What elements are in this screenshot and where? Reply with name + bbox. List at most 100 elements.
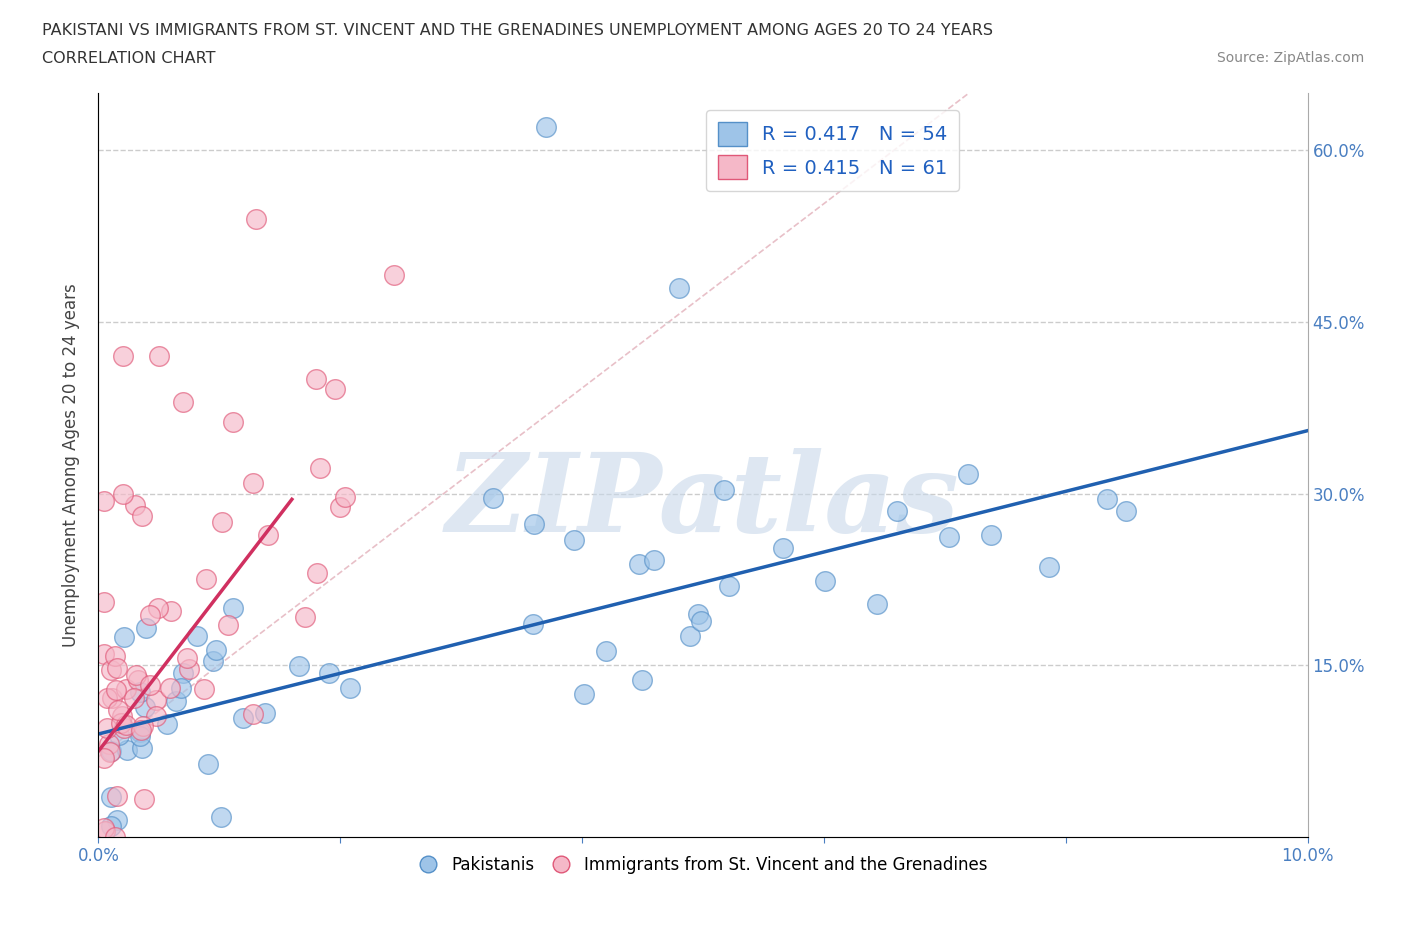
Point (186, 628, 208, 643)
Point (105, 682, 128, 697)
Point (125, 668, 148, 683)
Point (129, 685, 152, 700)
Point (713, 483, 735, 498)
Point (93, 595, 115, 610)
Text: PAKISTANI VS IMMIGRANTS FROM ST. VINCENT AND THE GRENADINES UNEMPLOYMENT AMONG A: PAKISTANI VS IMMIGRANTS FROM ST. VINCENT… (42, 23, 993, 38)
Point (172, 394, 194, 409)
Point (308, 460, 330, 475)
Point (134, 792, 156, 807)
Point (627, 556, 650, 571)
Point (288, 658, 311, 673)
Legend: Pakistanis, Immigrants from St. Vincent and the Grenadines: Pakistanis, Immigrants from St. Vincent … (412, 849, 994, 881)
Point (93, 494, 115, 509)
Point (110, 716, 132, 731)
Point (129, 729, 152, 744)
Point (176, 650, 198, 665)
Point (108, 728, 131, 743)
Point (523, 516, 546, 531)
Point (112, 630, 135, 644)
Point (562, 532, 585, 547)
Point (129, 724, 152, 739)
Point (165, 693, 187, 708)
Point (205, 643, 228, 658)
Point (329, 499, 352, 514)
Point (96, 690, 118, 705)
Point (94, 824, 117, 839)
Point (956, 466, 979, 481)
Point (115, 682, 138, 697)
Point (305, 566, 328, 581)
Point (172, 665, 194, 680)
Point (305, 372, 328, 387)
Point (686, 606, 709, 621)
Point (122, 691, 145, 706)
Point (201, 653, 224, 668)
Point (139, 607, 162, 622)
Point (107, 703, 129, 718)
Point (679, 629, 702, 644)
Point (866, 597, 889, 612)
Point (193, 681, 215, 696)
Point (96, 721, 118, 736)
Point (124, 498, 146, 512)
Point (1097, 491, 1119, 506)
Point (117, 743, 139, 758)
Point (131, 509, 153, 524)
Point (104, 648, 127, 663)
Point (148, 349, 170, 364)
Point (98, 744, 121, 759)
Point (772, 541, 794, 556)
Text: ZIPatlas: ZIPatlas (446, 448, 960, 556)
Point (595, 644, 617, 658)
Point (253, 706, 276, 721)
Point (294, 610, 316, 625)
Point (105, 661, 128, 676)
Point (217, 618, 239, 632)
Point (325, 381, 347, 396)
Point (145, 693, 167, 708)
Point (105, 789, 128, 804)
Point (129, 723, 152, 737)
Point (938, 530, 960, 545)
Point (100, 663, 122, 678)
Point (112, 720, 135, 735)
Point (980, 527, 1002, 542)
Point (100, 691, 122, 706)
Point (159, 681, 181, 696)
Point (318, 666, 340, 681)
Point (145, 709, 167, 724)
Point (631, 672, 654, 687)
Point (717, 578, 740, 593)
Point (209, 809, 232, 824)
Text: Source: ZipAtlas.com: Source: ZipAtlas.com (1216, 51, 1364, 65)
Point (111, 709, 134, 724)
Point (245, 211, 267, 226)
Point (134, 699, 156, 714)
Point (100, 818, 122, 833)
Point (572, 686, 595, 701)
Point (135, 621, 157, 636)
Point (534, 120, 557, 135)
Point (222, 415, 245, 430)
Point (211, 515, 233, 530)
Point (100, 743, 122, 758)
Point (814, 574, 837, 589)
Point (111, 349, 134, 364)
Point (97, 737, 120, 751)
Point (886, 503, 908, 518)
Point (256, 527, 278, 542)
Point (242, 476, 264, 491)
Point (132, 718, 155, 733)
Point (339, 681, 361, 696)
Point (522, 617, 544, 631)
Point (131, 740, 153, 755)
Point (139, 678, 162, 693)
Point (222, 600, 245, 615)
Point (115, 717, 138, 732)
Point (668, 280, 690, 295)
Point (105, 813, 128, 828)
Point (482, 491, 505, 506)
Point (93, 751, 115, 765)
Point (100, 790, 122, 804)
Point (335, 490, 357, 505)
